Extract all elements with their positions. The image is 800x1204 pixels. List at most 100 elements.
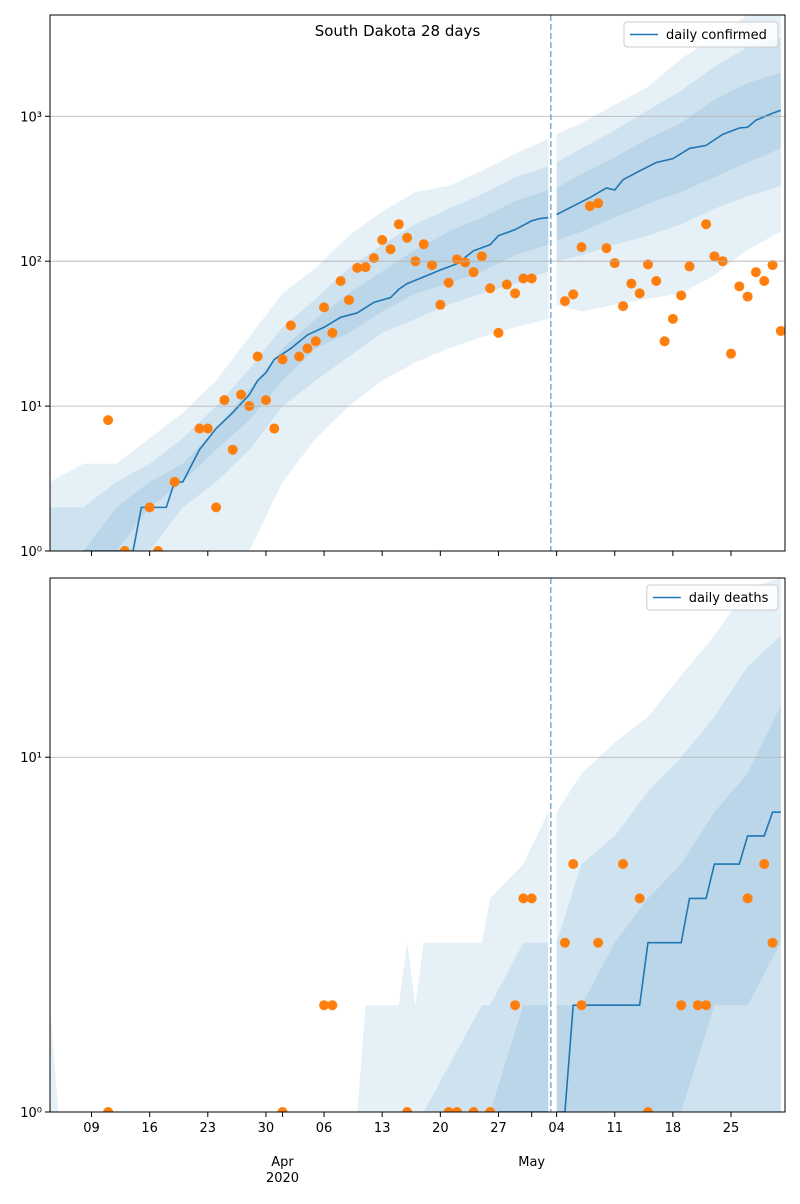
observed-point — [759, 275, 770, 286]
legend-label: daily deaths — [689, 591, 769, 606]
observed-point — [775, 325, 785, 336]
x-tick-label: 20 — [432, 1121, 449, 1136]
observed-point — [302, 343, 313, 354]
x-tick-label: 23 — [200, 1121, 217, 1136]
observed-point — [767, 260, 778, 271]
observed-point — [319, 1000, 330, 1011]
observed-point — [759, 859, 770, 870]
observed-point — [252, 351, 263, 362]
observed-point — [310, 336, 321, 347]
observed-point — [211, 502, 222, 513]
observed-point — [618, 859, 629, 870]
x-tick-label: 04 — [548, 1121, 565, 1136]
observed-point — [750, 267, 761, 278]
observed-point — [593, 937, 604, 948]
observed-point — [202, 423, 213, 434]
observed-point — [260, 395, 271, 406]
y-tick-label: 10¹ — [20, 751, 42, 766]
observed-point — [144, 502, 155, 513]
observed-point — [659, 336, 670, 347]
observed-point — [767, 937, 778, 948]
median-line — [83, 109, 782, 551]
observed-point — [169, 476, 180, 487]
observed-point — [451, 1107, 462, 1112]
observed-point — [593, 198, 604, 209]
x-tick-label: 09 — [83, 1121, 100, 1136]
observed-point — [485, 1107, 496, 1112]
legend-box — [646, 584, 779, 611]
observed-point — [609, 258, 620, 269]
observed-point — [236, 389, 247, 400]
observed-point — [294, 351, 305, 362]
observed-point — [103, 415, 114, 426]
y-tick-label: 10² — [20, 255, 42, 270]
observed-point — [468, 1107, 479, 1112]
observed-point — [227, 444, 238, 455]
observed-point — [427, 260, 438, 271]
confidence-band — [50, 578, 781, 1112]
x-tick-label: 16 — [141, 1121, 158, 1136]
observed-point — [451, 254, 462, 265]
observed-point — [443, 277, 454, 288]
confidence-band — [50, 635, 781, 1112]
observed-point — [568, 289, 579, 300]
x-tick-label: 18 — [665, 1121, 682, 1136]
observed-point — [485, 283, 496, 294]
observed-point — [626, 278, 637, 289]
observed-point — [327, 1000, 338, 1011]
observed-point — [618, 301, 629, 312]
x-month-label: Apr — [271, 1155, 294, 1170]
observed-point — [501, 279, 512, 290]
confidence-band — [50, 705, 781, 1112]
legend-box — [623, 21, 779, 48]
observed-point — [194, 423, 205, 434]
x-tick-label: 27 — [490, 1121, 507, 1136]
observed-point — [360, 262, 371, 273]
observed-point — [285, 320, 296, 331]
observed-point — [684, 261, 695, 272]
observed-point — [642, 1107, 653, 1112]
y-tick-label: 10⁰ — [20, 545, 42, 560]
observed-point — [352, 262, 363, 273]
x-month-label: May — [518, 1155, 545, 1170]
observed-point — [559, 296, 570, 307]
plot-area — [50, 15, 785, 551]
observed-point — [402, 1107, 413, 1112]
observed-point — [568, 859, 579, 870]
observed-point — [709, 251, 720, 262]
observed-point — [468, 267, 479, 278]
observed-point — [584, 201, 595, 212]
x-year-label: 2020 — [266, 1171, 299, 1186]
observed-point — [667, 313, 678, 324]
x-tick-label: 11 — [606, 1121, 623, 1136]
observed-point — [518, 893, 529, 904]
chart-title: South Dakota 28 days — [315, 22, 481, 40]
observed-point — [734, 281, 745, 292]
observed-point — [393, 219, 404, 230]
observed-point — [510, 1000, 521, 1011]
observed-point — [385, 244, 396, 255]
observed-point — [319, 302, 330, 313]
y-tick-label: 10⁰ — [20, 1106, 42, 1121]
observed-point — [510, 288, 521, 299]
observed-point — [219, 395, 230, 406]
x-tick-label: 06 — [316, 1121, 333, 1136]
observed-point — [402, 232, 413, 243]
x-tick-label: 25 — [723, 1121, 740, 1136]
observed-point — [269, 423, 280, 434]
observed-point — [327, 327, 338, 338]
observed-point — [634, 893, 645, 904]
x-tick-label: 13 — [374, 1121, 391, 1136]
observed-point — [476, 251, 487, 262]
confidence-band — [50, 37, 781, 551]
observed-point — [368, 253, 379, 264]
observed-point — [742, 291, 753, 302]
observed-point — [651, 275, 662, 286]
observed-point — [103, 1107, 114, 1112]
x-tick-label: 30 — [258, 1121, 275, 1136]
observed-point — [518, 273, 529, 284]
observed-point — [493, 327, 504, 338]
observed-point — [152, 546, 163, 551]
observed-point — [435, 299, 446, 310]
